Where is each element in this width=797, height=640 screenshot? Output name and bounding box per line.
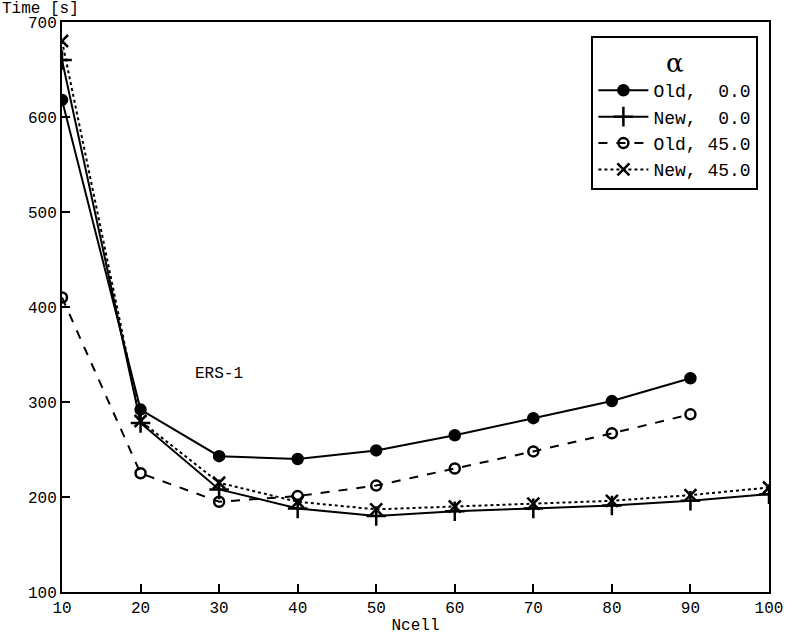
svg-text:Time [s]: Time [s]	[2, 0, 79, 18]
svg-text:10: 10	[52, 600, 71, 618]
svg-text:100: 100	[28, 585, 57, 603]
svg-text:ERS-1: ERS-1	[195, 365, 243, 383]
svg-text:New, 45.0: New, 45.0	[653, 161, 750, 181]
svg-text:90: 90	[681, 600, 700, 618]
svg-text:70: 70	[524, 600, 543, 618]
svg-text:50: 50	[367, 600, 386, 618]
svg-text:80: 80	[602, 600, 621, 618]
svg-text:100: 100	[755, 600, 784, 618]
svg-text:500: 500	[28, 205, 57, 223]
svg-text:Old, 0.0: Old, 0.0	[653, 82, 750, 102]
svg-text:40: 40	[288, 600, 307, 618]
svg-text:200: 200	[28, 490, 57, 508]
svg-text:300: 300	[28, 395, 57, 413]
svg-text:700: 700	[28, 15, 57, 33]
svg-text:600: 600	[28, 110, 57, 128]
svg-text:30: 30	[210, 600, 229, 618]
svg-text:Old, 45.0: Old, 45.0	[653, 135, 750, 155]
svg-text:400: 400	[28, 300, 57, 318]
svg-text:New, 0.0: New, 0.0	[653, 109, 750, 129]
svg-text:20: 20	[131, 600, 150, 618]
svg-text:α: α	[666, 48, 684, 78]
svg-text:Ncell: Ncell	[391, 617, 439, 635]
svg-text:60: 60	[445, 600, 464, 618]
